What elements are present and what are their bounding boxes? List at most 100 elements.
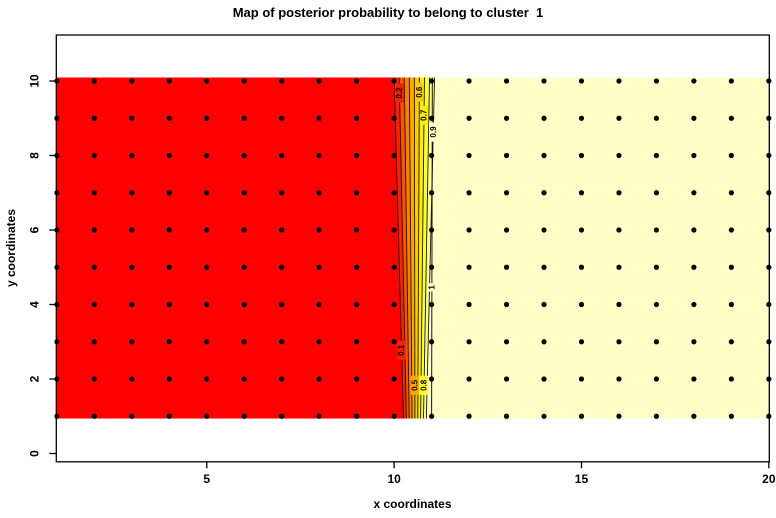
grid-dot [541, 152, 547, 159]
grid-dot [204, 227, 210, 233]
grid-dot [578, 301, 585, 308]
contour-label-gap [427, 283, 437, 292]
grid-dot [354, 339, 360, 345]
grid-dot [578, 78, 585, 84]
y-axis: 0 2 4 6 8 10 [27, 74, 57, 457]
contour-line [398, 77, 407, 419]
grid-dot [391, 227, 397, 233]
grid-dot [204, 78, 210, 84]
grid-dot [129, 301, 135, 308]
grid-dot [91, 152, 97, 159]
contour-line [393, 77, 404, 419]
grid-dot [279, 339, 285, 345]
grid-dot [691, 264, 697, 270]
contour-line [417, 77, 420, 419]
y-tick-label: 2 [27, 375, 41, 382]
grid-dot [91, 301, 97, 308]
grid-dot [354, 413, 360, 419]
x-axis: 5 10 15 20 [203, 461, 776, 486]
contour-label: 0.9 [429, 126, 438, 138]
transition-band [404, 77, 413, 419]
grid-dot [316, 264, 322, 270]
grid-dot [616, 339, 622, 345]
grid-dot [129, 78, 135, 84]
x-tick-label: 20 [762, 472, 776, 486]
grid-dot [166, 301, 172, 308]
contour-label: 0.7 [420, 109, 429, 121]
grid-dot [429, 376, 435, 382]
grid-dot [466, 78, 472, 84]
grid-dot [166, 115, 172, 121]
grid-dot [466, 301, 472, 308]
grid-dot [503, 152, 510, 159]
grid-dot [241, 339, 247, 345]
grid-dot [241, 152, 247, 159]
grid-dot [541, 78, 547, 84]
grid-dot [204, 413, 210, 419]
contour-label: 1 [427, 285, 436, 290]
grid-dot [279, 301, 285, 308]
grid-dot [354, 190, 360, 196]
grid-dot [316, 78, 322, 84]
grid-dot [429, 339, 435, 345]
region-low-probability [56, 77, 404, 419]
grid-dot [166, 152, 172, 159]
grid-dot [616, 115, 622, 121]
grid-dot [91, 413, 97, 419]
grid-dot [391, 413, 397, 419]
contour-label: 0.2 [395, 87, 404, 99]
grid-dot [354, 376, 360, 382]
grid-dot [391, 152, 397, 159]
grid-dot [91, 190, 97, 196]
grid-dot [728, 78, 734, 84]
grid-dot [129, 413, 135, 419]
grid-dot [653, 264, 660, 270]
grid-dot [166, 376, 172, 382]
grid-dot [91, 264, 97, 270]
grid-dot [578, 376, 585, 382]
grid-dot [204, 190, 210, 196]
contour-label-gap [397, 340, 406, 360]
y-tick-label: 6 [27, 226, 41, 233]
y-tick-label: 4 [27, 301, 41, 308]
grid-dot [541, 227, 547, 233]
grid-dot [429, 115, 435, 121]
grid-dot [616, 190, 622, 196]
grid-dot [91, 376, 97, 382]
grid-dot [129, 376, 135, 382]
grid-dot [91, 227, 97, 233]
grid-dot [653, 190, 660, 196]
grid-dot [391, 301, 397, 308]
grid-dot [466, 115, 472, 121]
grid-dot [466, 152, 472, 159]
grid-dot [691, 413, 697, 419]
grid-dot [391, 264, 397, 270]
grid-dot [91, 115, 97, 121]
contour-labels: 0.2 0.6 0.70.9 1 0.1 0.5 0.8 [395, 82, 438, 395]
grid-dot [578, 152, 585, 159]
grid-dot [204, 301, 210, 308]
grid-dot [354, 264, 360, 270]
grid-dot [728, 264, 734, 270]
grid-dot [503, 413, 510, 419]
grid-dot [429, 264, 435, 270]
grid-dot [653, 227, 660, 233]
grid-dot [354, 115, 360, 121]
grid-dot [241, 190, 247, 196]
contour-line [420, 77, 425, 419]
grid-dot [653, 115, 660, 121]
grid-dot [541, 339, 547, 345]
grid-dot [241, 264, 247, 270]
contour-line [413, 77, 416, 419]
grid-dot [691, 227, 697, 233]
grid-dot [653, 413, 660, 419]
contour-label: 0.8 [420, 379, 429, 391]
grid-dot [503, 115, 510, 121]
grid-dot [503, 78, 510, 84]
grid-dot [204, 376, 210, 382]
grid-dot [391, 115, 397, 121]
grid-dot [466, 264, 472, 270]
grid-dot [354, 78, 360, 84]
transition-band [409, 77, 415, 419]
